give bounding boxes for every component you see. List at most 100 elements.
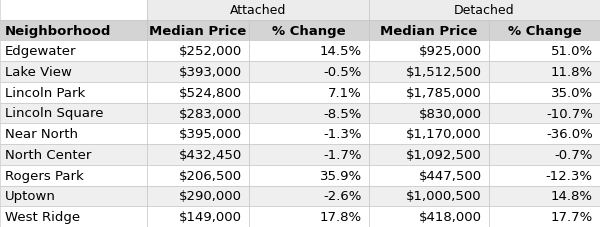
Text: Lake View: Lake View: [5, 66, 71, 79]
Bar: [0, 0, 147, 21]
Text: 14.5%: 14.5%: [320, 45, 362, 58]
Bar: [147, 62, 249, 83]
Bar: [369, 144, 489, 165]
Bar: [489, 186, 600, 206]
Bar: [489, 124, 600, 144]
Bar: [0, 206, 147, 227]
Bar: [249, 206, 369, 227]
Bar: [249, 103, 369, 124]
Bar: [0, 186, 147, 206]
Bar: [489, 165, 600, 186]
Bar: [489, 83, 600, 103]
Bar: [489, 206, 600, 227]
Bar: [369, 206, 489, 227]
Text: Edgewater: Edgewater: [5, 45, 76, 58]
Bar: [489, 103, 600, 124]
Bar: [249, 124, 369, 144]
Bar: [147, 206, 249, 227]
Bar: [249, 41, 369, 62]
Text: 11.8%: 11.8%: [551, 66, 593, 79]
Bar: [249, 83, 369, 103]
Bar: [0, 21, 147, 41]
Bar: [147, 103, 249, 124]
Text: -0.5%: -0.5%: [323, 66, 362, 79]
Text: $1,512,500: $1,512,500: [406, 66, 482, 79]
Text: $252,000: $252,000: [179, 45, 242, 58]
Bar: [249, 21, 369, 41]
Bar: [147, 83, 249, 103]
Text: -36.0%: -36.0%: [546, 128, 593, 141]
Text: -2.6%: -2.6%: [323, 190, 362, 202]
Text: 51.0%: 51.0%: [551, 45, 593, 58]
Bar: [369, 165, 489, 186]
Text: West Ridge: West Ridge: [5, 210, 80, 223]
Text: $1,170,000: $1,170,000: [406, 128, 482, 141]
Text: 35.0%: 35.0%: [551, 86, 593, 99]
Text: Rogers Park: Rogers Park: [5, 169, 83, 182]
Bar: [249, 144, 369, 165]
Text: 14.8%: 14.8%: [551, 190, 593, 202]
Text: $447,500: $447,500: [419, 169, 482, 182]
Text: $925,000: $925,000: [419, 45, 482, 58]
Text: North Center: North Center: [5, 148, 91, 161]
Text: % Change: % Change: [508, 25, 581, 37]
Bar: [369, 186, 489, 206]
Text: $1,000,500: $1,000,500: [406, 190, 482, 202]
Bar: [0, 124, 147, 144]
Text: $206,500: $206,500: [179, 169, 242, 182]
Bar: [147, 0, 369, 21]
Bar: [0, 144, 147, 165]
Bar: [489, 21, 600, 41]
Bar: [147, 124, 249, 144]
Bar: [147, 186, 249, 206]
Text: -12.3%: -12.3%: [546, 169, 593, 182]
Text: $418,000: $418,000: [419, 210, 482, 223]
Text: $149,000: $149,000: [179, 210, 242, 223]
Text: 7.1%: 7.1%: [328, 86, 362, 99]
Text: $432,450: $432,450: [179, 148, 242, 161]
Bar: [369, 41, 489, 62]
Bar: [369, 21, 489, 41]
Bar: [489, 62, 600, 83]
Text: -8.5%: -8.5%: [323, 107, 362, 120]
Text: Uptown: Uptown: [5, 190, 56, 202]
Bar: [249, 186, 369, 206]
Bar: [489, 144, 600, 165]
Text: % Change: % Change: [272, 25, 346, 37]
Text: -10.7%: -10.7%: [546, 107, 593, 120]
Text: $395,000: $395,000: [179, 128, 242, 141]
Text: -0.7%: -0.7%: [554, 148, 593, 161]
Text: $1,092,500: $1,092,500: [406, 148, 482, 161]
Text: Median Price: Median Price: [380, 25, 478, 37]
Text: $1,785,000: $1,785,000: [406, 86, 482, 99]
Bar: [0, 62, 147, 83]
Text: $524,800: $524,800: [179, 86, 242, 99]
Text: Lincoln Park: Lincoln Park: [5, 86, 85, 99]
Bar: [0, 83, 147, 103]
Bar: [369, 103, 489, 124]
Text: Detached: Detached: [454, 4, 515, 17]
Bar: [0, 165, 147, 186]
Bar: [0, 41, 147, 62]
Bar: [147, 41, 249, 62]
Bar: [147, 21, 249, 41]
Bar: [369, 0, 600, 21]
Bar: [249, 165, 369, 186]
Bar: [369, 62, 489, 83]
Text: Near North: Near North: [5, 128, 78, 141]
Text: Attached: Attached: [230, 4, 286, 17]
Bar: [249, 62, 369, 83]
Bar: [489, 41, 600, 62]
Bar: [369, 124, 489, 144]
Text: 17.8%: 17.8%: [320, 210, 362, 223]
Text: $290,000: $290,000: [179, 190, 242, 202]
Text: $393,000: $393,000: [179, 66, 242, 79]
Bar: [369, 83, 489, 103]
Text: 17.7%: 17.7%: [551, 210, 593, 223]
Bar: [0, 103, 147, 124]
Text: 35.9%: 35.9%: [320, 169, 362, 182]
Bar: [147, 165, 249, 186]
Text: -1.7%: -1.7%: [323, 148, 362, 161]
Text: Lincoln Square: Lincoln Square: [5, 107, 103, 120]
Text: $830,000: $830,000: [419, 107, 482, 120]
